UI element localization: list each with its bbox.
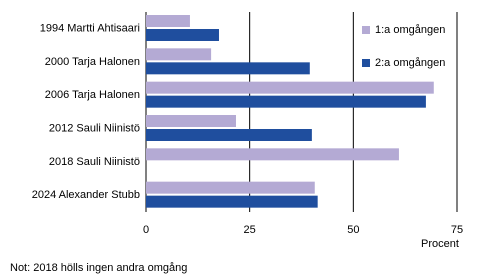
- bar: [146, 62, 310, 75]
- bar: [146, 15, 190, 27]
- y-tick-label: 1994 Martti Ahtisaari: [40, 23, 140, 35]
- x-tick-label: 0: [143, 224, 149, 236]
- bar: [146, 148, 399, 161]
- bar: [146, 48, 212, 61]
- bar: [146, 29, 219, 41]
- legend-swatch: [362, 59, 370, 67]
- x-tick-label: 50: [347, 224, 359, 236]
- legend-label: 2:a omgången: [375, 57, 445, 69]
- y-tick-label: 2018 Sauli Niinistö: [49, 156, 140, 168]
- bar: [146, 195, 318, 208]
- y-tick-label: 2012 Sauli Niinistö: [49, 123, 140, 135]
- bar: [146, 81, 434, 94]
- bar: [146, 115, 236, 127]
- note: Not: 2018 hölls ingen andra omgång: [10, 262, 187, 274]
- y-tick-label: 2000 Tarja Halonen: [45, 56, 140, 68]
- bar: [146, 95, 426, 108]
- y-tick-label: 2024 Alexander Stubb: [32, 189, 140, 201]
- x-tick-label: 75: [451, 224, 463, 236]
- y-tick-label: 2006 Tarja Halonen: [45, 89, 140, 101]
- bar: [146, 129, 312, 141]
- bar: [146, 181, 315, 194]
- x-tick-label: 25: [244, 224, 256, 236]
- legend-swatch: [362, 26, 370, 34]
- legend-label: 1:a omgången: [375, 24, 445, 36]
- x-axis-label: Procent: [421, 238, 459, 250]
